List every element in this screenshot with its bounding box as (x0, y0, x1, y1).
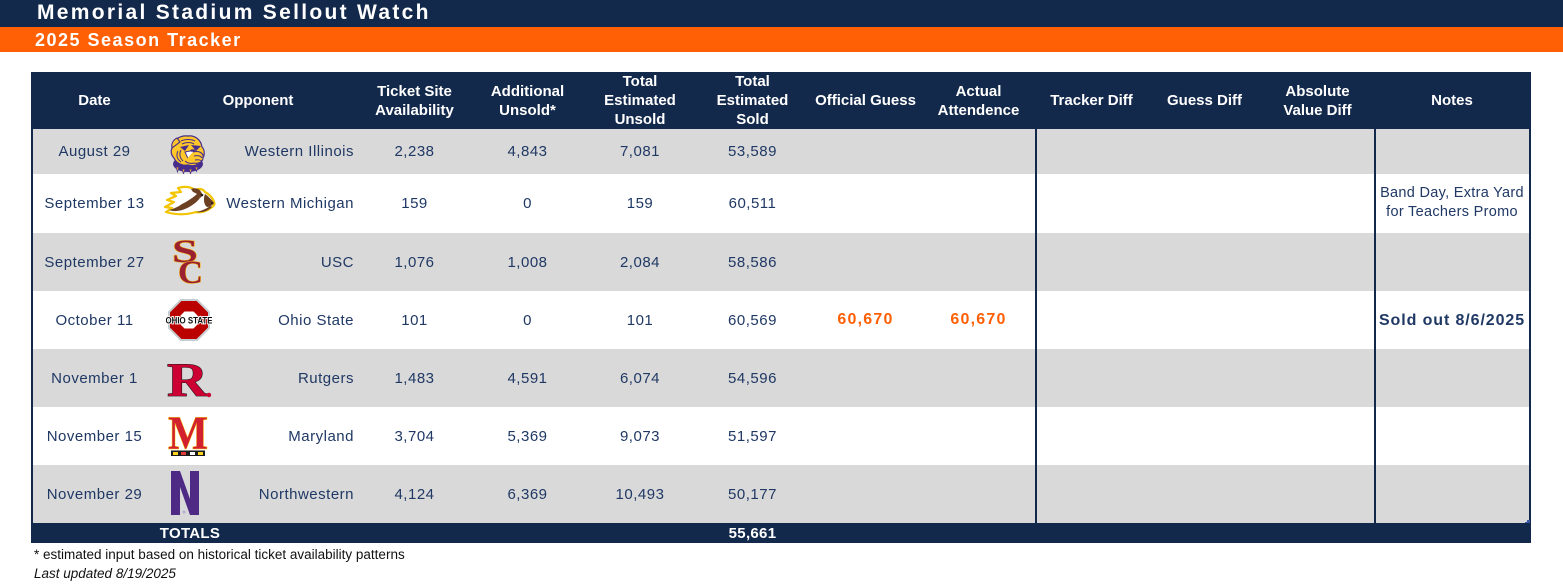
svg-text:M: M (168, 412, 208, 458)
svg-text:R: R (167, 357, 210, 399)
svg-text:OHIO STATE: OHIO STATE (166, 316, 212, 327)
svg-text:S: S (172, 237, 198, 270)
svg-text:C: C (178, 255, 203, 285)
